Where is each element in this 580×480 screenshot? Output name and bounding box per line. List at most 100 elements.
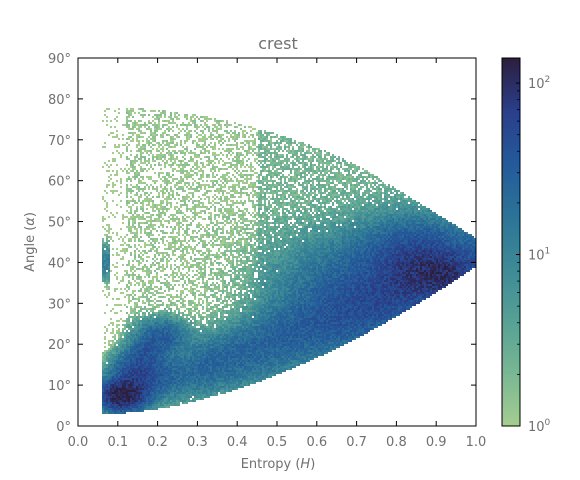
heatmap-cell [120, 364, 122, 366]
heatmap-cell [164, 356, 166, 358]
heatmap-cell [150, 134, 152, 136]
heatmap-cell [156, 248, 158, 250]
heatmap-cell [194, 382, 196, 384]
heatmap-cell [120, 394, 122, 396]
heatmap-cell [136, 322, 138, 324]
heatmap-cell [186, 362, 188, 364]
heatmap-cell [102, 402, 104, 404]
heatmap-cell [132, 216, 134, 218]
heatmap-cell [150, 206, 152, 208]
heatmap-cell [136, 306, 138, 308]
heatmap-cell [130, 184, 132, 186]
heatmap-cell [114, 388, 116, 390]
heatmap-cell [164, 376, 166, 378]
heatmap-cell [130, 336, 132, 338]
heatmap-cell [142, 136, 144, 138]
heatmap-cell [190, 382, 192, 384]
heatmap-cell [126, 172, 128, 174]
heatmap-cell [212, 254, 214, 256]
heatmap-cell [214, 274, 216, 276]
heatmap-cell [160, 200, 162, 202]
heatmap-cell [182, 300, 184, 302]
heatmap-cell [112, 382, 114, 384]
heatmap-cell [160, 286, 162, 288]
heatmap-cell [204, 198, 206, 200]
heatmap-cell [140, 330, 142, 332]
heatmap-cell [176, 240, 178, 242]
heatmap-cell [200, 388, 202, 390]
heatmap-cell [198, 330, 200, 332]
heatmap-cell [150, 338, 152, 340]
heatmap-cell [162, 330, 164, 332]
heatmap-cell [206, 384, 208, 386]
heatmap-cell [102, 270, 104, 272]
heatmap-cell [192, 212, 194, 214]
heatmap-cell [116, 362, 118, 364]
heatmap-cell [212, 380, 214, 382]
heatmap-cell [180, 178, 182, 180]
heatmap-cell [174, 344, 176, 346]
heatmap-cell [138, 144, 140, 146]
heatmap-cell [164, 390, 166, 392]
heatmap-cell [170, 388, 172, 390]
heatmap-cell [152, 116, 154, 118]
heatmap-cell [104, 260, 106, 262]
heatmap-cell [108, 348, 110, 350]
heatmap-cell [188, 384, 190, 386]
heatmap-cell [212, 154, 214, 156]
heatmap-cell [144, 392, 146, 394]
heatmap-cell [184, 218, 186, 220]
heatmap-cell [170, 258, 172, 260]
heatmap-cell [152, 278, 154, 280]
heatmap-cell [164, 114, 166, 116]
heatmap-cell [214, 316, 216, 318]
heatmap-cell [108, 278, 110, 280]
heatmap-cell [180, 210, 182, 212]
heatmap-cell [194, 392, 196, 394]
heatmap-cell [102, 272, 104, 274]
heatmap-cell [198, 396, 200, 398]
heatmap-cell [144, 296, 146, 298]
heatmap-cell [162, 202, 164, 204]
heatmap-cell [170, 248, 172, 250]
heatmap-cell [122, 338, 124, 340]
heatmap-cell [200, 338, 202, 340]
heatmap-cell [140, 362, 142, 364]
heatmap-cell [174, 404, 176, 406]
heatmap-cell [178, 220, 180, 222]
heatmap-cell [162, 240, 164, 242]
heatmap-cell [186, 114, 188, 116]
heatmap-cell [170, 378, 172, 380]
heatmap-cell [204, 188, 206, 190]
heatmap-cell [168, 386, 170, 388]
heatmap-cell [118, 354, 120, 356]
heatmap-cell [198, 322, 200, 324]
heatmap-cell [138, 356, 140, 358]
heatmap-cell [128, 408, 130, 410]
heatmap-cell [192, 122, 194, 124]
heatmap-cell [194, 326, 196, 328]
heatmap-cell [162, 382, 164, 384]
heatmap-cell [158, 264, 160, 266]
heatmap-cell [160, 222, 162, 224]
heatmap-cell [116, 120, 118, 122]
heatmap-cell [146, 334, 148, 336]
heatmap-cell [204, 270, 206, 272]
heatmap-cell [102, 358, 104, 360]
heatmap-cell [104, 374, 106, 376]
heatmap-cell [142, 302, 144, 304]
heatmap-cell [128, 190, 130, 192]
heatmap-cell [196, 388, 198, 390]
heatmap-cell [188, 382, 190, 384]
heatmap-cell [174, 350, 176, 352]
heatmap-cell [204, 382, 206, 384]
heatmap-cell [116, 320, 118, 322]
heatmap-cell [144, 182, 146, 184]
heatmap-cell [138, 342, 140, 344]
heatmap-cell [166, 174, 168, 176]
heatmap-cell [148, 408, 150, 410]
heatmap-cell [184, 338, 186, 340]
heatmap-cell [154, 362, 156, 364]
heatmap-cell [118, 372, 120, 374]
heatmap-cell [104, 246, 106, 248]
